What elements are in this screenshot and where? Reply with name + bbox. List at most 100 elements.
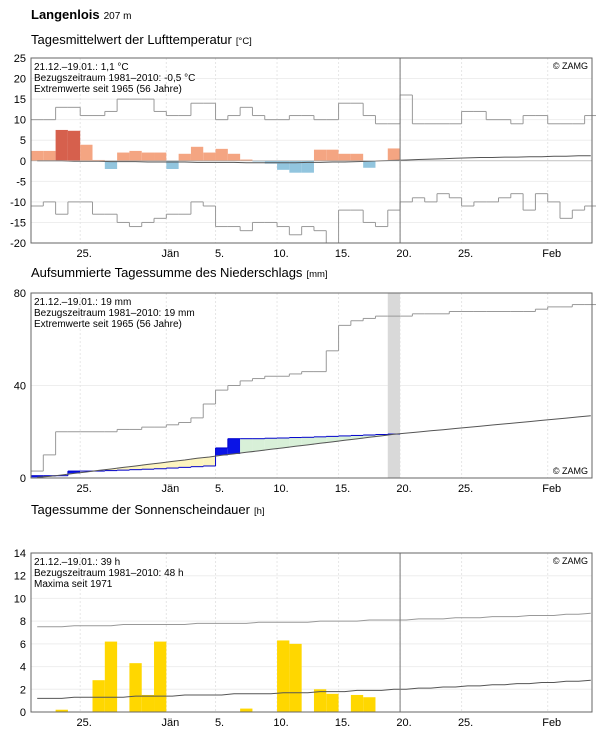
chart-unit: [h] [254,506,265,517]
x-tick-label: 10. [273,248,288,260]
precip-deviation [179,460,191,467]
x-tick-label: 10. [273,717,288,729]
bar [314,150,326,161]
bar [277,161,289,170]
bar [179,154,191,161]
x-tick-label: Jän [161,248,179,260]
chart-title: Aufsummierte Tagessumme des Niederschlag… [31,265,303,280]
y-tick-label: 40 [14,381,26,393]
precip-deviation [203,457,215,466]
x-tick-label: 20. [396,483,411,495]
y-tick-label: 12 [14,571,26,583]
bar [93,680,105,712]
bar [216,149,228,161]
bar [142,153,154,161]
x-tick-label: Jän [161,483,179,495]
bar [154,153,166,161]
precip-deviation [228,439,240,454]
bar [326,150,338,161]
bar [203,153,215,161]
x-tick-label: 5. [215,248,224,260]
stat-text: 21.12.–19.01.: 19 mm [34,297,131,308]
stat-text: Bezugszeitraum 1981–2010: -0,5 °C [34,73,195,84]
chart-unit: [mm] [306,269,327,280]
x-tick-label: 15. [335,248,350,260]
station-elevation: 207 m [104,11,132,22]
x-tick-label: 15. [335,717,350,729]
bar [105,642,117,712]
precip-deviation [277,438,289,448]
x-tick-label: 25. [77,717,92,729]
x-tick-label: Feb [542,717,561,729]
y-tick-label: 0 [20,156,26,168]
precip-deviation [216,448,228,455]
bar [142,695,154,712]
y-tick-label: 14 [14,548,26,560]
bar [240,709,252,712]
x-tick-label: 20. [396,248,411,260]
y-tick-label: 0 [20,473,26,485]
x-tick-label: 15. [335,483,350,495]
bar [289,644,301,712]
stat-text: Maxima seit 1971 [34,579,113,590]
precip-deviation [240,439,252,453]
y-tick-label: 80 [14,288,26,300]
y-tick-label: 10 [14,593,26,605]
stat-text: Bezugszeitraum 1981–2010: 48 h [34,568,184,579]
x-tick-label: Feb [542,483,561,495]
y-tick-label: 2 [20,684,26,696]
x-tick-label: 5. [215,483,224,495]
stat-text: 21.12.–19.01.: 1,1 °C [34,62,129,73]
bar [277,640,289,712]
copyright: © ZAMG [553,556,588,566]
bar [191,147,203,161]
y-tick-label: -5 [16,176,26,188]
y-tick-label: 20 [14,74,26,86]
bar [154,642,166,712]
bar [43,151,55,161]
x-tick-label: 25. [77,248,92,260]
bar [80,145,92,161]
precip-deviation [252,439,264,451]
x-tick-label: Jän [161,717,179,729]
x-tick-label: 20. [396,717,411,729]
chart-title: Tagesmittelwert der Lufttemperatur [31,32,233,47]
y-tick-label: 15 [14,94,26,106]
stat-text: Extremwerte seit 1965 (56 Jahre) [34,84,182,95]
chart-title: Tagessumme der Sonnenscheindauer [31,502,251,517]
bar [56,130,68,161]
y-tick-label: 10 [14,115,26,127]
x-tick-label: 10. [273,483,288,495]
precip-deviation [289,438,301,447]
line [37,416,591,478]
y-tick-label: 8 [20,616,26,628]
station-name: Langenlois [31,7,100,22]
bar [68,131,80,161]
stat-text: Bezugszeitraum 1981–2010: 19 mm [34,308,195,319]
precip-deviation [265,438,277,449]
y-tick-label: 6 [20,639,26,651]
y-tick-label: 0 [20,707,26,719]
stat-text: Extremwerte seit 1965 (56 Jahre) [34,319,182,330]
y-tick-label: -15 [10,217,26,229]
x-tick-label: 5. [215,717,224,729]
bar [363,697,375,712]
precip-deviation [302,437,314,445]
bar [129,663,141,712]
y-tick-label: 25 [14,53,26,65]
bar [326,694,338,712]
today-band [388,293,400,478]
bar [339,154,351,161]
bar [129,151,141,161]
x-tick-label: 25. [458,717,473,729]
bar [117,153,129,161]
bar [228,154,240,161]
bar [351,695,363,712]
bar [351,154,363,161]
stat-text: 21.12.–19.01.: 39 h [34,557,120,568]
y-tick-label: -20 [10,238,26,250]
x-tick-label: 25. [458,248,473,260]
bar [314,689,326,712]
